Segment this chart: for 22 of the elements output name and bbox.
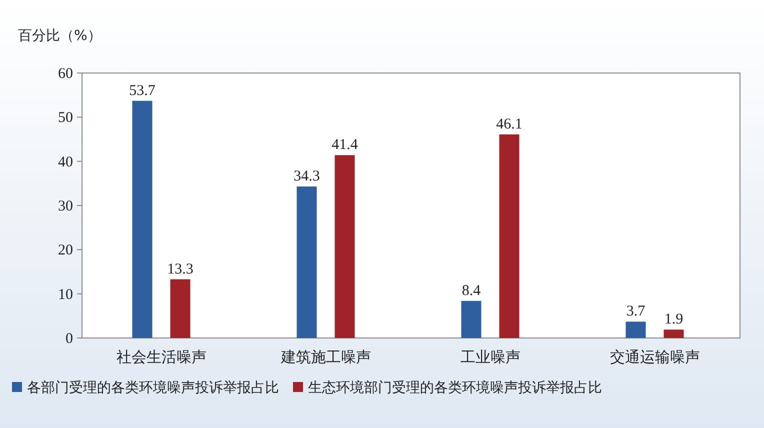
y-tick-label: 30: [58, 198, 73, 214]
y-tick-label: 60: [58, 66, 73, 82]
y-tick-label: 50: [58, 110, 73, 126]
data-label: 8.4: [462, 282, 482, 299]
y-tick-label: 10: [58, 286, 73, 303]
data-label: 1.9: [664, 312, 684, 328]
legend-label: 生态环境部门受理的各类环境噪声投诉举报占比: [308, 380, 602, 396]
x-tick-label: 交通运输噪声: [610, 348, 700, 366]
data-label: 53.7: [129, 82, 156, 99]
data-label: 13.3: [167, 261, 194, 278]
y-axis-title: 百分比（%）: [18, 28, 102, 44]
data-label: 3.7: [626, 304, 646, 320]
x-tick-label: 建筑施工噪声: [280, 348, 371, 366]
x-tick-label: 社会生活噪声: [116, 348, 206, 366]
data-label: 34.3: [294, 168, 320, 185]
y-tick-label: 40: [58, 154, 73, 170]
y-tick-label: 20: [58, 242, 73, 259]
x-tick-label: 工业噪声: [460, 348, 520, 366]
data-label: 41.4: [332, 137, 358, 154]
y-tick-label: 0: [66, 331, 73, 347]
data-label: 46.1: [496, 116, 522, 132]
legend-label: 各部门受理的各类环境噪声投诉举报占比: [27, 380, 279, 396]
